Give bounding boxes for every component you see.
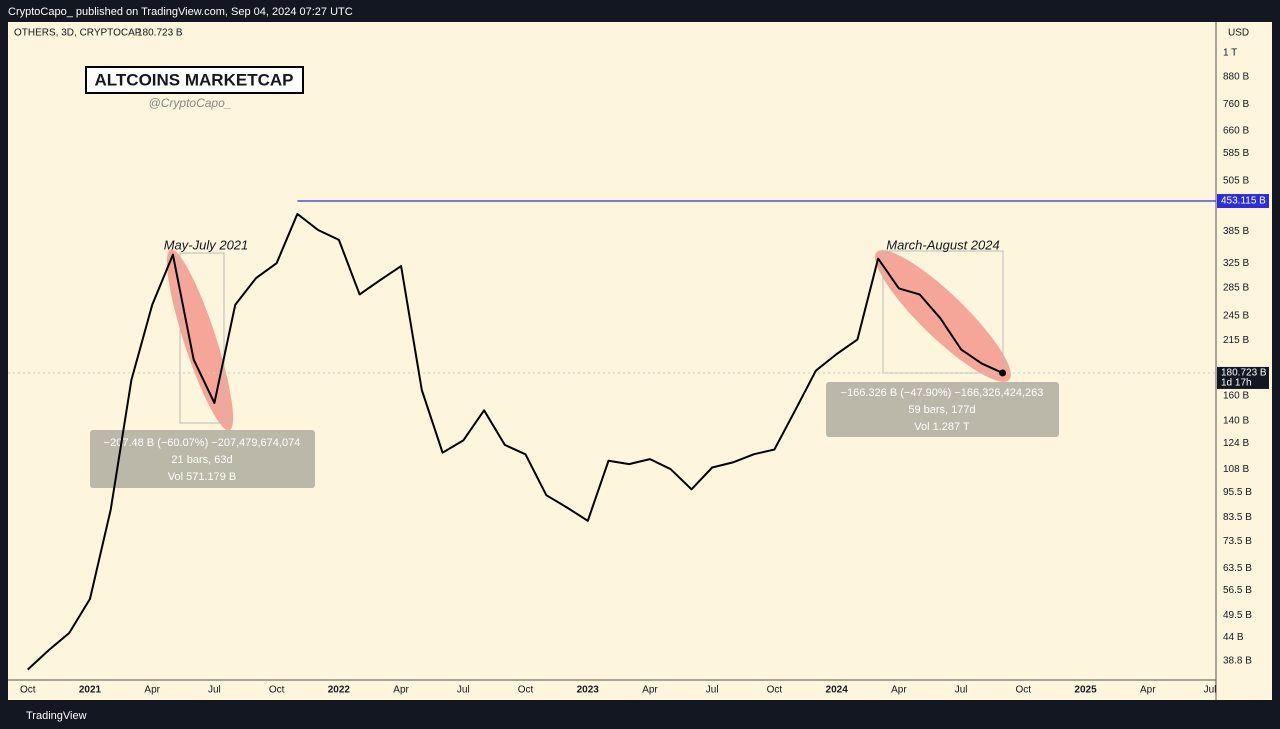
measure-text: −207.48 B (−60.07%) −207,479,674,074 [104,437,301,449]
x-tick-label: 2025 [1074,685,1097,696]
y-tick-label: 124 B [1223,438,1249,449]
chart-title: ALTCOINS MARKETCAP [95,70,294,89]
x-tick-label: Jul [1204,685,1217,696]
symbol: OTHERS, 3D, CRYPTOCAP [14,28,142,39]
countdown: 1d 17h [1221,378,1252,389]
x-tick-label: Jul [955,685,968,696]
y-tick-label: 44 B [1223,632,1244,643]
last-point [999,369,1007,377]
level-label-bg [1217,194,1269,209]
chart-subtitle: @CryptoCapo_ [149,96,232,110]
y-tick-label: 1 T [1223,48,1237,59]
currency: USD [1228,28,1249,39]
x-tick-label: Apr [891,685,907,696]
y-tick-label: 49.5 B [1223,610,1252,621]
x-tick-label: 2024 [826,685,849,696]
x-tick-label: Oct [20,685,36,696]
x-tick-label: Apr [393,685,409,696]
plot: 1 T 880 B 760 B 660 B 585 B 505 B 385 B 325 B 28… [8,48,1269,696]
measure-range [179,252,225,424]
y-tick-label: 660 B [1223,125,1249,136]
measure-box [826,382,1059,437]
y-tick-label: 95.5 B [1223,487,1252,498]
x-tick-label: 2022 [328,685,351,696]
y-tick-label: 215 B [1223,335,1249,346]
y-tick-label: 160 B [1223,390,1249,401]
title-box [85,66,304,94]
x-tick-label: Jul [208,685,221,696]
x-tick-label: 2021 [79,685,102,696]
x-tick-label: Oct [1016,685,1032,696]
measure-box [90,430,315,488]
y-tick-label: 585 B [1223,148,1249,159]
y-tick-label: 73.5 B [1223,536,1252,547]
measure-text: −166.326 B (−47.90%) −166,326,424,263 [841,387,1044,399]
y-tick-label: 83.5 B [1223,512,1252,523]
last-price-label: 180.723 B [1221,368,1267,379]
y-tick-label: 505 B [1223,175,1249,186]
y-tick-label: 108 B [1223,464,1249,475]
x-tick-label: Jul [457,685,470,696]
y-tick-label: 760 B [1223,99,1249,110]
x-tick-label: Oct [269,685,285,696]
y-tick-label: 63.5 B [1223,563,1252,574]
y-tick-label: 880 B [1223,72,1249,83]
highlight-ellipse [166,249,234,431]
measure-text: Vol 571.179 B [168,471,237,483]
y-tick-label: 285 B [1223,282,1249,293]
level-label: 453.115 B [1221,196,1266,207]
y-tick-label: 38.8 B [1223,655,1252,666]
footer-brand: TradingView [26,710,87,722]
x-tick-label: Apr [642,685,658,696]
y-tick-label: 140 B [1223,415,1249,426]
x-tick-label: 2023 [577,685,600,696]
measure-text: 21 bars, 63d [171,454,232,466]
x-tick-label: Apr [144,685,160,696]
y-tick-label: 385 B [1223,226,1249,237]
published-line: CryptoCapo_ published on TradingView.com… [8,6,353,18]
x-tick-label: Oct [518,685,534,696]
x-tick-label: Apr [1140,685,1156,696]
annotation-label: May-July 2021 [164,237,249,252]
symbol-price: 180.723 B [137,28,183,39]
x-tick-label: Oct [767,685,783,696]
measure-text: Vol 1.287 T [914,421,970,433]
last-price-bg [1217,366,1269,389]
x-tick-label: Jul [706,685,719,696]
price-line [27,212,1004,671]
highlight-ellipse [875,250,1011,382]
annotation-label: March-August 2024 [886,237,999,252]
y-tick-label: 56.5 B [1223,585,1252,596]
y-tick-label: 325 B [1223,258,1249,269]
y-tick-label: 245 B [1223,311,1249,322]
measure-text: 59 bars, 177d [908,404,975,416]
